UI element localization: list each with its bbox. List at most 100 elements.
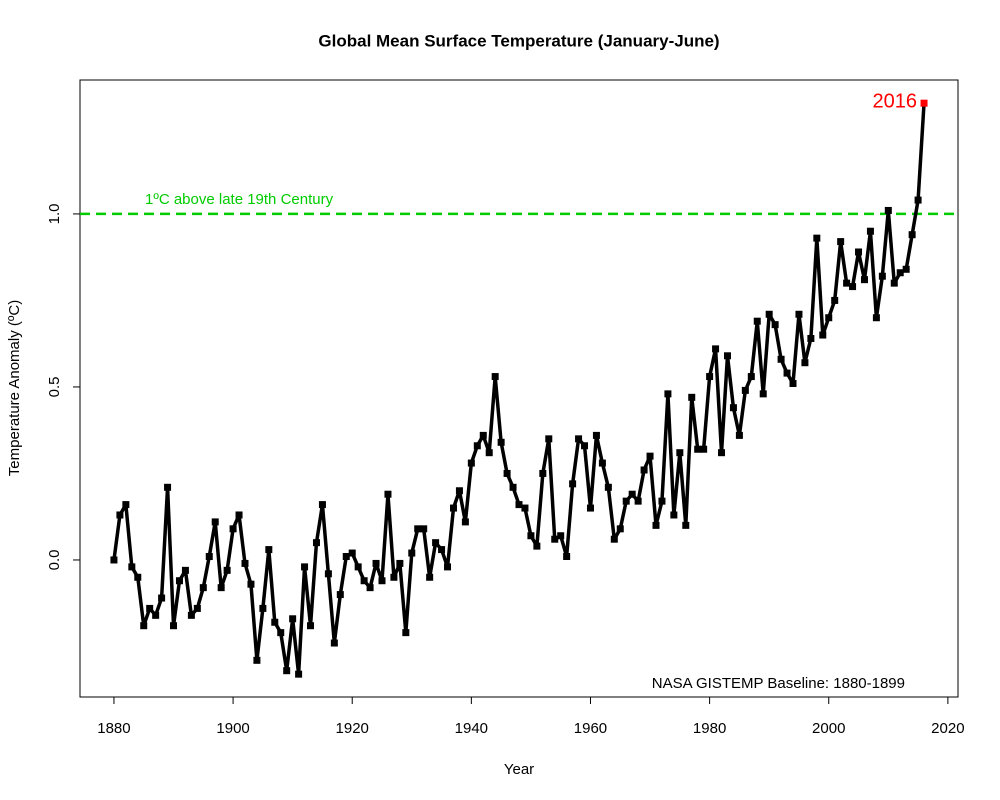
data-point xyxy=(146,604,154,612)
data-point xyxy=(420,525,428,533)
data-point xyxy=(175,577,183,585)
reference-label: 1ºC above late 19th Century xyxy=(145,191,334,208)
data-point xyxy=(128,563,136,571)
data-point xyxy=(694,445,702,453)
data-point xyxy=(402,629,410,637)
data-point xyxy=(855,248,863,256)
data-point xyxy=(366,584,374,592)
data-point xyxy=(586,504,594,512)
data-point xyxy=(199,584,207,592)
data-point xyxy=(491,373,499,381)
data-point xyxy=(205,553,213,561)
data-point xyxy=(342,553,350,561)
data-point xyxy=(890,279,898,287)
data-point xyxy=(896,269,904,277)
data-point xyxy=(485,449,493,457)
data-point xyxy=(223,566,231,574)
data-point xyxy=(336,591,344,599)
data-point xyxy=(265,546,273,554)
data-point xyxy=(318,501,326,509)
data-point xyxy=(116,511,124,519)
data-point xyxy=(557,532,565,540)
data-point xyxy=(884,206,892,214)
x-tick-label: 1900 xyxy=(216,720,249,737)
data-point xyxy=(813,234,821,242)
data-point xyxy=(729,404,737,412)
data-point xyxy=(741,386,749,394)
data-point xyxy=(908,231,916,239)
data-point xyxy=(604,483,612,491)
data-point xyxy=(354,563,362,571)
data-point xyxy=(688,393,696,401)
data-point xyxy=(563,553,571,561)
data-point xyxy=(438,546,446,554)
data-point xyxy=(253,656,261,664)
data-point xyxy=(164,483,172,491)
data-point xyxy=(181,566,189,574)
data-point xyxy=(396,559,404,567)
data-point xyxy=(170,622,178,630)
data-point xyxy=(241,559,249,567)
data-point xyxy=(414,525,422,533)
data-point xyxy=(211,518,219,526)
x-tick-label: 1920 xyxy=(336,720,369,737)
data-point xyxy=(277,629,285,637)
data-point xyxy=(307,622,315,630)
data-point xyxy=(384,490,392,498)
data-point xyxy=(849,283,857,291)
x-tick-label: 2000 xyxy=(812,720,845,737)
data-point xyxy=(616,525,624,533)
data-point xyxy=(765,310,773,318)
x-tick-label: 1880 xyxy=(97,720,130,737)
data-point xyxy=(229,525,237,533)
data-point xyxy=(348,549,356,557)
data-point xyxy=(634,497,642,505)
data-point xyxy=(837,238,845,246)
data-point xyxy=(801,359,809,367)
data-point xyxy=(902,265,910,273)
data-point xyxy=(432,539,440,547)
data-point xyxy=(777,355,785,363)
data-point xyxy=(783,369,791,377)
y-axis-label: Temperature Anomaly (ºC) xyxy=(6,300,23,476)
data-point xyxy=(521,504,529,512)
data-point xyxy=(122,501,130,509)
x-tick-label: 2020 xyxy=(931,720,964,737)
data-point xyxy=(515,501,523,509)
x-axis-label: Year xyxy=(504,761,534,778)
data-point xyxy=(467,459,475,467)
data-point xyxy=(706,373,714,381)
data-point xyxy=(301,563,309,571)
data-point xyxy=(825,314,833,322)
data-point xyxy=(545,435,553,443)
data-point xyxy=(795,310,803,318)
data-point xyxy=(509,483,517,491)
data-point xyxy=(718,449,726,457)
data-point xyxy=(843,279,851,287)
data-point xyxy=(110,556,118,564)
data-point xyxy=(449,504,457,512)
data-point xyxy=(426,573,434,581)
data-point xyxy=(497,438,505,446)
data-point xyxy=(628,490,636,498)
chart-title: Global Mean Surface Temperature (January… xyxy=(318,31,719,50)
data-point xyxy=(473,442,481,450)
data-point xyxy=(324,570,332,578)
data-point xyxy=(533,542,541,550)
data-point xyxy=(807,334,815,342)
data-point xyxy=(759,390,767,398)
data-point xyxy=(670,511,678,519)
data-point xyxy=(658,497,666,505)
data-point xyxy=(640,466,648,474)
annotation: NASA GISTEMP Baseline: 1880-1899 xyxy=(652,675,905,692)
data-point xyxy=(872,314,880,322)
data-point xyxy=(712,345,720,353)
data-point xyxy=(312,539,320,547)
data-point xyxy=(372,559,380,567)
data-point xyxy=(271,618,279,626)
data-point xyxy=(860,276,868,284)
highlight-label: 2016 xyxy=(873,90,918,112)
data-point xyxy=(259,604,267,612)
data-point xyxy=(193,604,201,612)
